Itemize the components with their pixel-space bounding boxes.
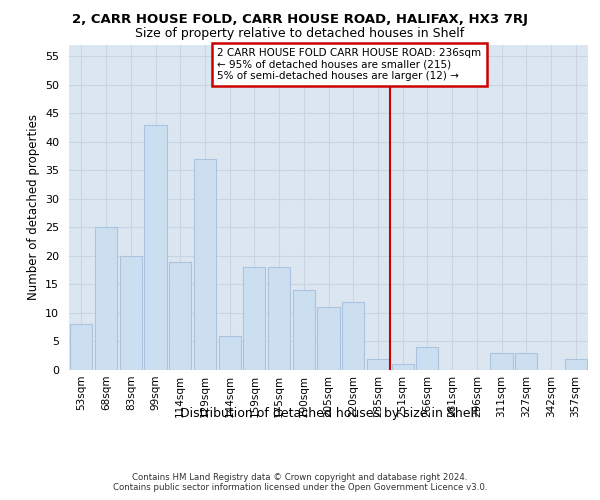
Bar (565, 358, 587, 370)
Bar (169, 262, 191, 370)
Bar (367, 358, 389, 370)
Bar (145, 125, 167, 370)
Bar (70, 324, 92, 370)
Bar (342, 302, 364, 370)
Bar (218, 336, 241, 370)
Y-axis label: Number of detached properties: Number of detached properties (26, 114, 40, 300)
Text: Size of property relative to detached houses in Shelf: Size of property relative to detached ho… (136, 28, 464, 40)
Bar (119, 256, 142, 370)
Text: 2 CARR HOUSE FOLD CARR HOUSE ROAD: 236sqm
← 95% of detached houses are smaller (: 2 CARR HOUSE FOLD CARR HOUSE ROAD: 236sq… (217, 48, 481, 81)
Bar (243, 268, 265, 370)
Bar (317, 308, 340, 370)
Bar (293, 290, 315, 370)
Text: 2, CARR HOUSE FOLD, CARR HOUSE ROAD, HALIFAX, HX3 7RJ: 2, CARR HOUSE FOLD, CARR HOUSE ROAD, HAL… (72, 12, 528, 26)
Bar (416, 347, 439, 370)
Bar (95, 228, 117, 370)
Bar (515, 353, 538, 370)
Bar (490, 353, 512, 370)
Text: Distribution of detached houses by size in Shelf: Distribution of detached houses by size … (179, 408, 478, 420)
Bar (392, 364, 414, 370)
Text: Contains HM Land Registry data © Crown copyright and database right 2024.
Contai: Contains HM Land Registry data © Crown c… (113, 473, 487, 492)
Bar (268, 268, 290, 370)
Bar (194, 159, 216, 370)
